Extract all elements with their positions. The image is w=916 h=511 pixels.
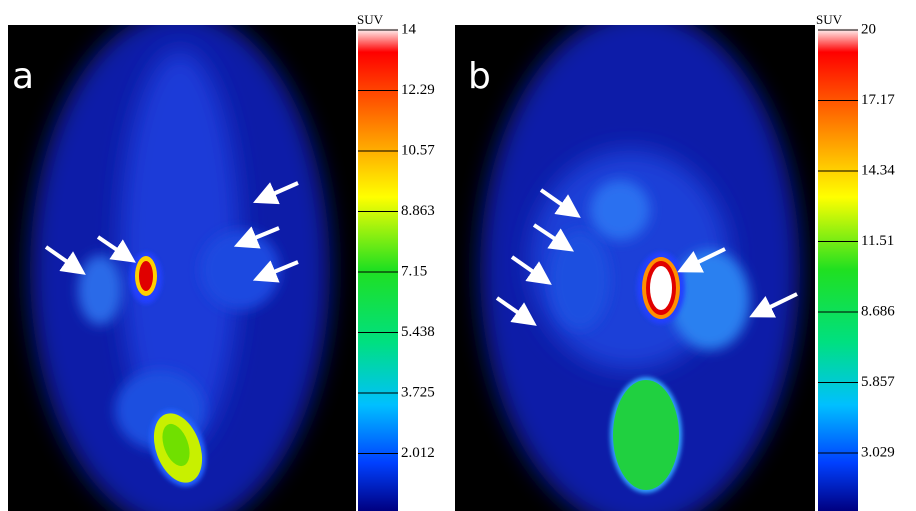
- colorbar-title: SUV: [816, 12, 843, 27]
- scan-image-a: [8, 10, 356, 511]
- tick-label: 7.15: [401, 263, 427, 279]
- panel-label: b: [468, 56, 491, 97]
- tick-label: 2.012: [401, 445, 435, 461]
- tick-label: 10.57: [401, 142, 435, 158]
- tick-label: 12.29: [401, 82, 435, 98]
- tick-label: 14.34: [861, 162, 895, 178]
- tick-label: 14: [401, 21, 417, 37]
- tick-label: 17.17: [861, 92, 895, 108]
- scan-image-b: [455, 10, 815, 511]
- tick-label: 3.029: [861, 444, 895, 460]
- tick-label: 5.857: [861, 374, 895, 390]
- tick-label: 11.51: [861, 233, 894, 249]
- figure: a SUV 14 12.29 10.57 8.863 7.15 5.438 3.725 2.0…: [0, 0, 916, 511]
- colorbar: [358, 28, 398, 511]
- tick-label: 8.686: [861, 303, 895, 319]
- tick-label: 20: [861, 21, 876, 37]
- tick-label: 8.863: [401, 203, 435, 219]
- tick-label: 5.438: [401, 324, 435, 340]
- panel-label: a: [12, 56, 34, 97]
- colorbar-title: SUV: [357, 12, 384, 27]
- tick-label: 3.725: [401, 384, 435, 400]
